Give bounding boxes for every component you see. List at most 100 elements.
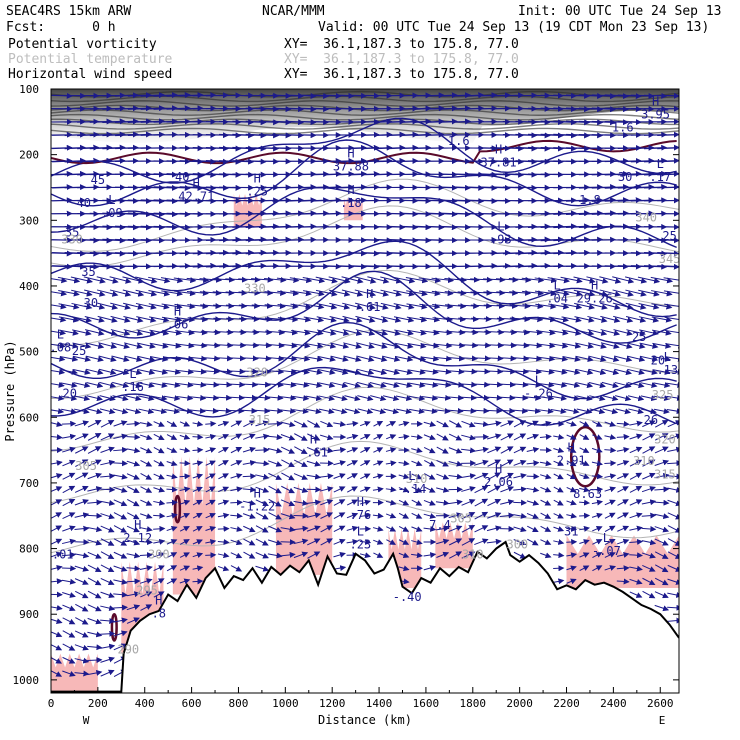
extremum-value: .01: [52, 547, 74, 561]
wind-vector: [566, 106, 604, 113]
wind-vector: [84, 302, 106, 310]
wind-vector: [239, 342, 260, 349]
wind-vector: [663, 290, 679, 294]
y-tick-label: 300: [19, 214, 39, 227]
wind-vector: [643, 157, 679, 164]
wind-vector: [419, 303, 441, 310]
x-tick-label: 1200: [319, 697, 346, 710]
wind-vector: [484, 342, 505, 349]
wind-vector: [217, 525, 230, 532]
wind-vector: [484, 329, 505, 336]
wind-vector: [497, 342, 517, 349]
wind-vector: [176, 368, 195, 375]
wind-vector: [200, 303, 222, 310]
extremum-value: 1.8: [579, 193, 601, 207]
wind-vector: [657, 160, 679, 163]
wind-vector: [102, 224, 139, 231]
wind-vector: [588, 355, 607, 363]
wind-vector: [614, 355, 633, 363]
x-axis-title: Distance (km): [318, 713, 412, 727]
wind-vector: [140, 92, 178, 99]
wind-vector: [123, 342, 143, 349]
wind-vector: [343, 342, 362, 349]
wind-vector: [657, 225, 679, 228]
wind-vector: [368, 329, 389, 336]
wind-vector: [433, 342, 453, 349]
wind-vector: [213, 316, 235, 323]
wind-vector: [317, 369, 336, 375]
extremum-value: .25: [246, 184, 268, 198]
wind-vector: [638, 316, 660, 323]
wind-vector: [265, 355, 285, 362]
wind-vector: [173, 277, 197, 284]
wind-vector: [111, 368, 130, 376]
wind-vector: [280, 539, 296, 546]
wind-vector: [219, 249, 255, 256]
wind-vector: [51, 303, 67, 310]
wind-vector: [527, 236, 564, 243]
wind-vector: [586, 276, 609, 284]
wind-vector: [471, 329, 492, 336]
wind-vector: [239, 316, 260, 323]
wind-vector: [51, 316, 67, 323]
wind-vector: [612, 302, 634, 310]
wind-vector: [102, 118, 139, 125]
extremum-value: 26: [644, 413, 658, 427]
wind-vector: [174, 290, 196, 297]
wind-vector: [490, 262, 525, 269]
extremum-letter: L: [554, 278, 561, 292]
extremum-value: .17: [649, 170, 671, 184]
wind-vector: [51, 329, 67, 336]
wind-vector: [291, 329, 311, 336]
wind-vector: [356, 355, 375, 363]
wind-vector: [188, 368, 207, 375]
wind-vector: [553, 119, 591, 126]
wind-vector: [290, 290, 312, 297]
wind-vector: [406, 316, 428, 323]
wind-vector: [304, 368, 323, 375]
wind-vector: [355, 315, 376, 323]
wind-vector: [575, 342, 595, 349]
wind-vector: [110, 315, 131, 323]
wind-speed-label: 20: [63, 387, 77, 401]
wind-vector: [87, 657, 103, 664]
wind-vector: [291, 342, 311, 349]
wind-vector: [97, 302, 119, 310]
west-label: W: [83, 714, 90, 727]
wind-vector: [252, 342, 273, 349]
wind-vector: [459, 355, 478, 362]
wind-vector: [626, 342, 646, 349]
wind-vector: [328, 276, 351, 284]
wind-vector: [149, 329, 170, 336]
wind-vector: [162, 342, 182, 349]
extremum-letter: H: [357, 495, 364, 509]
wind-vector: [394, 342, 414, 349]
wind-vector: [302, 276, 326, 284]
wind-vector: [85, 355, 104, 362]
theta-label: 330: [61, 232, 83, 246]
x-tick-label: 600: [182, 697, 202, 710]
wind-vector: [225, 276, 248, 283]
y-tick-label: 900: [19, 608, 39, 621]
wind-vector: [123, 315, 144, 323]
wind-vector: [304, 342, 324, 349]
wind-vector: [192, 262, 229, 269]
wind-vector: [192, 578, 204, 585]
wind-vector: [84, 329, 105, 336]
wind-vector: [187, 329, 208, 336]
wind-vector: [232, 236, 267, 243]
wind-vector: [179, 460, 191, 467]
extremum-letter: H: [347, 146, 354, 160]
wind-vector: [433, 355, 453, 362]
wind-vector: [604, 460, 617, 467]
extremum-value: -.61: [299, 446, 328, 460]
extremum-letter: H: [134, 518, 141, 532]
wind-vector: [406, 303, 428, 310]
wind-vector: [135, 289, 158, 297]
wind-vector: [587, 329, 608, 336]
wind-vector: [612, 276, 635, 284]
wind-vector: [483, 289, 506, 296]
wind-vector: [522, 290, 544, 297]
wind-vector: [342, 302, 363, 310]
extremum-value: -.07: [592, 544, 621, 558]
